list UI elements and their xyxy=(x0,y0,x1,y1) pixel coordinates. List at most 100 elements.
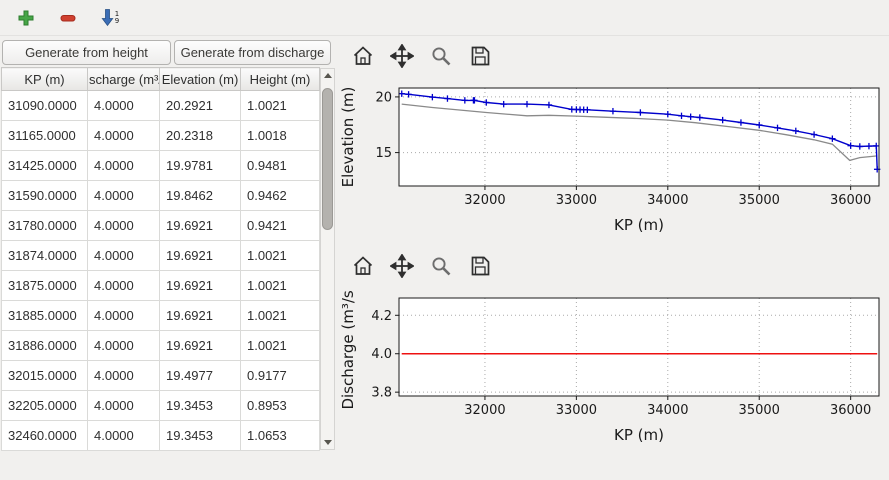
home-button[interactable] xyxy=(349,252,377,280)
table-row[interactable]: 31090.0000 4.0000 20.2921 1.0021 xyxy=(1,90,320,121)
column-header[interactable]: Elevation (m) xyxy=(159,67,241,91)
table-cell[interactable]: 19.3453 xyxy=(159,390,241,421)
pan-move-icon xyxy=(390,254,414,278)
table-cell[interactable]: 0.9177 xyxy=(240,360,320,391)
table-cell[interactable]: 0.8953 xyxy=(240,390,320,421)
table-row[interactable]: 31425.0000 4.0000 19.9781 0.9481 xyxy=(1,150,320,181)
sort-arrow-icon xyxy=(101,9,114,27)
table-cell[interactable]: 19.6921 xyxy=(159,270,241,301)
table-cell[interactable]: 4.0000 xyxy=(87,90,160,121)
table-cell[interactable]: 4.0000 xyxy=(87,180,160,211)
table-row[interactable]: 31874.0000 4.0000 19.6921 1.0021 xyxy=(1,240,320,271)
table-cell[interactable]: 4.0000 xyxy=(87,420,160,451)
table-row[interactable]: 31780.0000 4.0000 19.6921 0.9421 xyxy=(1,210,320,241)
save-button[interactable] xyxy=(466,42,494,70)
table-cell[interactable]: 1.0653 xyxy=(240,420,320,451)
table-cell[interactable]: 4.0000 xyxy=(87,150,160,181)
table-row[interactable]: 31886.0000 4.0000 19.6921 1.0021 xyxy=(1,330,320,361)
table-cell[interactable]: 19.9781 xyxy=(159,150,241,181)
app-toolbar: 1 9 xyxy=(0,0,889,36)
pan-button[interactable] xyxy=(388,252,416,280)
table-cell[interactable]: 19.6921 xyxy=(159,300,241,331)
table-cell[interactable]: 20.2318 xyxy=(159,120,241,151)
table-cell[interactable]: 4.0000 xyxy=(87,270,160,301)
discharge-plot[interactable]: 32000 33000 34000 35000 36000 3.8 4.0 4.2 KP (m)… xyxy=(339,290,887,448)
table-cell[interactable]: 31090.0000 xyxy=(1,90,88,121)
column-header[interactable]: Height (m) xyxy=(240,67,320,91)
table-cell[interactable]: 31780.0000 xyxy=(1,210,88,241)
table-cell[interactable]: 19.6921 xyxy=(159,210,241,241)
table-cell[interactable]: 4.0000 xyxy=(87,210,160,241)
sort-number-bottom: 9 xyxy=(114,16,120,25)
elevation-plot[interactable]: 32000 33000 34000 35000 36000 15 20 KP (m) Eleva… xyxy=(339,80,887,238)
table-cell[interactable]: 32205.0000 xyxy=(1,390,88,421)
table-cell[interactable]: 1.0021 xyxy=(240,240,320,271)
remove-row-button[interactable] xyxy=(56,6,80,30)
table-cell[interactable]: 31165.0000 xyxy=(1,120,88,151)
table-cell[interactable]: 4.0000 xyxy=(87,360,160,391)
table-row[interactable]: 32460.0000 4.0000 19.3453 1.0653 xyxy=(1,420,320,451)
table-cell[interactable]: 32460.0000 xyxy=(1,420,88,451)
table-cell[interactable]: 19.8462 xyxy=(159,180,241,211)
table-cell[interactable]: 31590.0000 xyxy=(1,180,88,211)
table-cell[interactable]: 4.0000 xyxy=(87,390,160,421)
sort-rows-button[interactable]: 1 9 xyxy=(98,6,122,30)
svg-text:20: 20 xyxy=(375,90,392,105)
column-header[interactable]: KP (m) xyxy=(1,67,88,91)
svg-text:4.2: 4.2 xyxy=(371,309,392,324)
zoom-magnifier-icon xyxy=(432,47,451,66)
table-cell[interactable]: 1.0018 xyxy=(240,120,320,151)
table-cell[interactable]: 1.0021 xyxy=(240,330,320,361)
table-cell[interactable]: 4.0000 xyxy=(87,240,160,271)
table-cell[interactable]: 31886.0000 xyxy=(1,330,88,361)
table-cell[interactable]: 0.9481 xyxy=(240,150,320,181)
table-row[interactable]: 32205.0000 4.0000 19.3453 0.8953 xyxy=(1,390,320,421)
table-row[interactable]: 31885.0000 4.0000 19.6921 1.0021 xyxy=(1,300,320,331)
scrollbar-track[interactable] xyxy=(321,82,334,436)
table-cell[interactable]: 31874.0000 xyxy=(1,240,88,271)
table-cell[interactable]: 19.6921 xyxy=(159,240,241,271)
scroll-up-button[interactable] xyxy=(321,69,334,82)
table-cell[interactable]: 31425.0000 xyxy=(1,150,88,181)
zoom-button[interactable] xyxy=(427,42,455,70)
table-cell[interactable]: 19.3453 xyxy=(159,420,241,451)
zoom-button[interactable] xyxy=(427,252,455,280)
minus-icon xyxy=(60,14,76,21)
svg-text:KP (m): KP (m) xyxy=(614,426,664,444)
svg-text:Discharge (m³/s): Discharge (m³/s) xyxy=(339,290,357,410)
add-row-button[interactable] xyxy=(14,6,38,30)
table-row[interactable]: 32015.0000 4.0000 19.4977 0.9177 xyxy=(1,360,320,391)
save-floppy-icon xyxy=(471,256,490,276)
table-cell[interactable]: 19.6921 xyxy=(159,330,241,361)
table-cell[interactable]: 1.0021 xyxy=(240,300,320,331)
table-cell[interactable]: 20.2921 xyxy=(159,90,241,121)
scrollbar-thumb[interactable] xyxy=(322,88,333,230)
table-scrollbar[interactable] xyxy=(320,68,335,450)
svg-text:33000: 33000 xyxy=(556,193,597,208)
home-button[interactable] xyxy=(349,42,377,70)
table-cell[interactable]: 4.0000 xyxy=(87,120,160,151)
table-cell[interactable]: 0.9421 xyxy=(240,210,320,241)
table-row[interactable]: 31590.0000 4.0000 19.8462 0.9462 xyxy=(1,180,320,211)
table-cell[interactable]: 1.0021 xyxy=(240,270,320,301)
table-cell[interactable]: 31885.0000 xyxy=(1,300,88,331)
svg-text:32000: 32000 xyxy=(464,193,505,208)
table-cell[interactable]: 32015.0000 xyxy=(1,360,88,391)
table-cell[interactable]: 19.4977 xyxy=(159,360,241,391)
generate-from-height-button[interactable]: Generate from height xyxy=(2,40,171,65)
table-cell[interactable]: 4.0000 xyxy=(87,330,160,361)
table-cell[interactable]: 0.9462 xyxy=(240,180,320,211)
table-cell[interactable]: 4.0000 xyxy=(87,300,160,331)
save-button[interactable] xyxy=(466,252,494,280)
table-row[interactable]: 31165.0000 4.0000 20.2318 1.0018 xyxy=(1,120,320,151)
scroll-down-button[interactable] xyxy=(321,436,334,449)
column-header[interactable]: scharge (m³/ xyxy=(87,67,160,91)
table-cell[interactable]: 1.0021 xyxy=(240,90,320,121)
svg-text:36000: 36000 xyxy=(830,193,871,208)
generate-from-discharge-button[interactable]: Generate from discharge xyxy=(174,40,331,65)
pan-button[interactable] xyxy=(388,42,416,70)
svg-text:35000: 35000 xyxy=(739,193,780,208)
table-cell[interactable]: 31875.0000 xyxy=(1,270,88,301)
table-row[interactable]: 31875.0000 4.0000 19.6921 1.0021 xyxy=(1,270,320,301)
